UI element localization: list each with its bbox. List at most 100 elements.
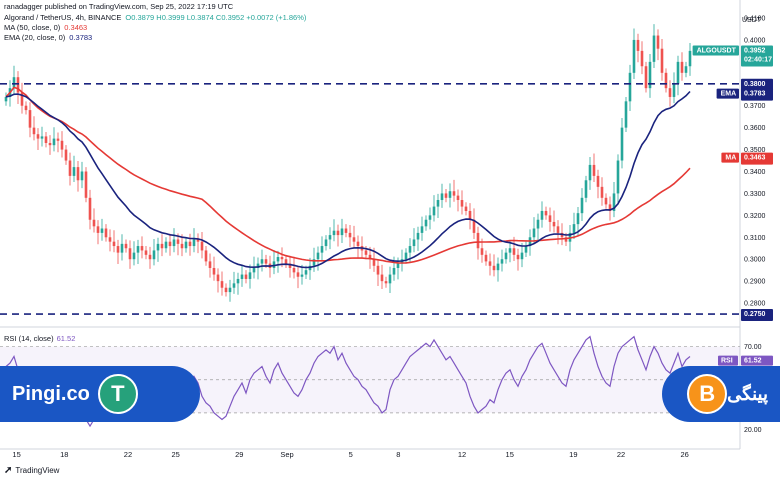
candle-body [76,167,80,181]
candle-body [64,149,68,161]
candle-body [364,250,368,255]
candle-body [440,193,444,201]
currency-label: USDT [742,17,762,24]
candle-body [324,239,328,247]
candle-body [476,232,480,249]
last-price-tag-name: ALGOUSDT [697,47,737,54]
x-tick-label: 22 [124,450,132,459]
candle-body [664,72,668,89]
ma-tag [741,152,773,165]
candle-body [376,265,380,275]
candle-body [216,274,220,282]
candle-body [384,281,388,284]
candle-body [292,267,296,273]
candle-body [612,193,616,211]
last-price-tag-text: 02:40:17 [744,56,772,63]
candle-body [88,197,92,220]
candle-body [536,219,540,229]
candle-body [444,193,448,198]
candle-body [668,88,672,97]
candle-body [284,259,288,264]
candle-body [240,274,244,279]
candle-body [492,265,496,271]
candle-body [232,283,236,288]
candle-body [320,246,324,253]
candle-body [220,281,224,288]
candle-body [624,101,628,128]
x-tick-label: 26 [681,450,689,459]
candle-body [340,228,344,236]
candle-body [496,263,500,271]
candle-body [12,77,16,89]
candle-body [388,274,392,284]
candle-body [280,257,284,260]
candle-body [524,246,528,253]
candle-body [548,215,552,222]
candle-body [136,246,140,253]
candle-body [448,191,452,198]
x-tick-label: 5 [349,450,353,459]
candle-body [16,77,20,93]
candle-body [336,230,340,236]
candle-body [312,259,316,266]
ohlc-values: O0.3879 H0.3999 L0.3874 C0.3952 +0.0072 … [125,13,307,22]
candle-body [608,204,612,211]
candle-body [516,254,520,260]
candle-body [100,228,104,233]
bitcoin-icon: B [687,374,728,414]
candle-body [616,160,620,194]
candle-body [28,110,32,128]
candle-body [148,254,152,260]
brand-banner-left[interactable]: Pingi.co T [0,366,200,422]
ema-label: EMA (20, close, 0) [4,33,66,42]
candle-body [660,48,664,73]
candle-body [648,61,652,89]
tradingview-footer[interactable]: ➚ TradingView [4,465,59,476]
brand-name-fa: پینگی [727,383,768,404]
candle-body [424,219,428,227]
candle-body [652,35,656,62]
candle-body [264,259,268,264]
rsi-label: RSI (14, close) [4,334,54,343]
y-tick-label: 0.3600 [744,125,766,132]
y-tick-label: 0.3300 [744,191,766,198]
y-tick-label: 0.2800 [744,301,766,308]
candle-body [452,191,456,196]
rsi-value-tag-text: 61.52 [744,358,762,365]
footer-text: TradingView [15,466,60,475]
candle-body [68,160,72,176]
candle-body [544,210,548,216]
candle-body [484,254,488,262]
candle-body [332,230,336,236]
y-tick-label: 0.2900 [744,279,766,286]
x-tick-label: 18 [60,450,68,459]
candle-body [636,39,640,51]
candle-body [120,243,124,253]
x-tick-label: 19 [569,450,577,459]
y-tick-label: 0.3100 [744,235,766,242]
candle-body [472,219,476,233]
rsi-tick-label: 20.00 [744,427,762,434]
y-tick-label: 0.3000 [744,257,766,264]
ma-tag-text: 0.3463 [744,155,766,162]
candle-body [152,250,156,260]
candle-body [96,226,100,233]
brand-banner-right[interactable]: B پینگی [662,366,780,422]
candle-body [144,250,148,255]
y-tick-label: 0.4000 [744,37,766,44]
x-tick-label: 15 [506,450,514,459]
candle-body [600,186,604,198]
candle-body [212,267,216,275]
candle-body [356,241,360,247]
ma-value: 0.3463 [64,23,88,32]
candle-body [200,241,204,251]
candle-body [620,127,624,161]
candle-body [128,248,132,260]
candle-body [36,134,40,139]
candle-body [4,96,8,102]
candle-body [368,254,372,260]
candle-body [112,241,116,247]
candle-body [92,219,96,227]
ema-tag-name-box [716,88,739,99]
ema-tag-text: 0.3783 [744,91,766,98]
